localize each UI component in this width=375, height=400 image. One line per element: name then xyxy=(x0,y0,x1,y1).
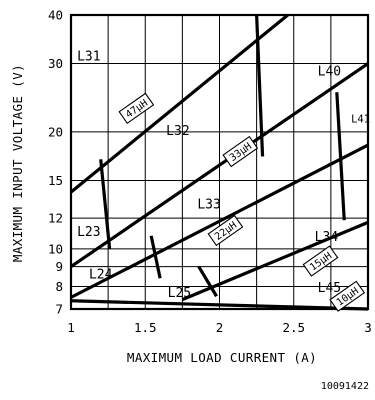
y-axis-title: MAXIMUM INPUT VOLTAGE (V) xyxy=(10,64,25,262)
boundary-line xyxy=(99,159,112,249)
region-labels: L31 L32 L40 L41 L23 L33 L24 L34 L25 L45 xyxy=(77,49,370,301)
boundary-line xyxy=(335,92,346,221)
y-tick-label: 40 xyxy=(48,8,63,23)
boundary-line xyxy=(181,220,369,302)
y-tick-label: 7 xyxy=(55,302,63,317)
region-label: L40 xyxy=(318,64,341,79)
boundary-line xyxy=(70,143,369,299)
inductance-label-box xyxy=(222,135,259,168)
inductance-label: 33µH xyxy=(222,135,259,168)
region-boundaries xyxy=(69,13,369,311)
region-label: L23 xyxy=(77,225,100,240)
boundary-line xyxy=(70,299,369,311)
grid xyxy=(70,15,368,309)
region-label: L34 xyxy=(315,230,339,245)
inductance-label: 47µH xyxy=(118,92,155,125)
boundary-line xyxy=(149,235,162,279)
region-label: L33 xyxy=(197,197,220,212)
region-label: L41 xyxy=(351,113,370,125)
figure-id: 10091422 xyxy=(321,381,369,392)
region-label: L45 xyxy=(318,281,341,296)
y-tick-label: 10 xyxy=(48,241,63,256)
plot-frame xyxy=(69,13,370,311)
inductance-label: 22µH xyxy=(207,214,244,247)
region-label: L31 xyxy=(77,49,100,64)
boundary-line xyxy=(69,13,289,194)
x-axis-title: MAXIMUM LOAD CURRENT (A) xyxy=(127,350,317,365)
x-tick-label: 1.5 xyxy=(134,320,157,335)
inductance-label-box xyxy=(207,214,244,247)
y-tick-label: 20 xyxy=(48,124,63,139)
inductance-label-box xyxy=(118,92,155,125)
boundary-line xyxy=(255,14,265,157)
y-tick-label: 8 xyxy=(55,279,63,294)
boundary-line xyxy=(197,265,218,298)
x-tick-label: 2.5 xyxy=(282,320,305,335)
region-label: L25 xyxy=(168,286,191,301)
y-tick-label: 15 xyxy=(48,173,63,188)
x-tick-label: 2 xyxy=(216,320,224,335)
y-tick-label: 12 xyxy=(48,211,63,226)
x-tick-label: 1 xyxy=(67,320,75,335)
inductance-label-box xyxy=(329,280,366,312)
x-tick-label: 3 xyxy=(364,320,372,335)
y-tick-label: 30 xyxy=(48,56,63,71)
tick-labels: 1 1.5 2 2.5 3 7 8 9 10 12 15 20 30 40 xyxy=(48,8,372,336)
boundary-line xyxy=(70,62,369,268)
inductance-label: 15µH xyxy=(302,245,339,277)
region-label: L32 xyxy=(166,124,189,139)
inductance-label-box xyxy=(302,245,339,277)
region-label: L24 xyxy=(89,267,113,282)
y-tick-label: 9 xyxy=(55,259,63,274)
